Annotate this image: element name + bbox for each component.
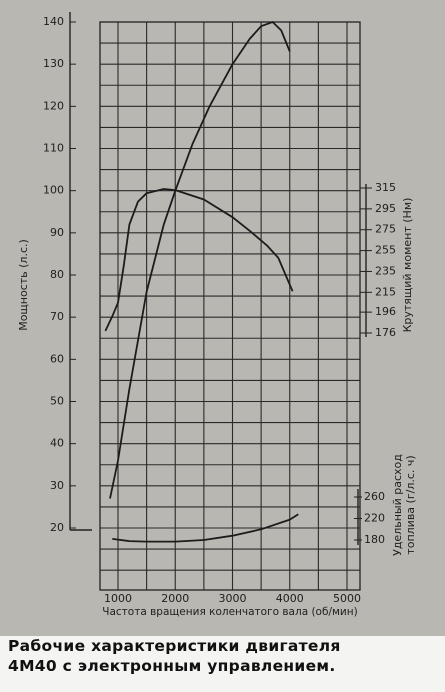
y2-tick-label: 275 [375, 223, 396, 236]
y-tick-label: 140 [43, 15, 64, 28]
y3-tick-label: 220 [364, 512, 385, 525]
y3-axis-label: Удельный расход [391, 454, 404, 556]
y-tick-label: 40 [50, 437, 64, 450]
chart: Мощность (л.с.) Крутящий момент (Нм) Уде… [0, 0, 445, 636]
y3-tick-label: 180 [364, 533, 385, 546]
y2-axis-label: Крутящий момент (Нм) [401, 198, 414, 333]
y3-tick-label: 260 [364, 490, 385, 503]
y2-tick-label: 215 [375, 285, 396, 298]
y2-tick-label: 176 [375, 326, 396, 339]
x-tick-label: 5000 [333, 592, 361, 605]
y-tick-label: 90 [50, 226, 64, 239]
series-line [104, 188, 294, 332]
y2-tick-label: 255 [375, 244, 396, 257]
y-tick-label: 80 [50, 268, 64, 281]
y-tick-label: 120 [43, 99, 64, 112]
y2-tick-label: 235 [375, 264, 396, 277]
caption: Рабочие характеристики двигателя 4М40 с … [0, 636, 445, 692]
y3-axis-label: топлива (г/л.с. ч) [404, 455, 417, 554]
series-line [112, 513, 299, 543]
y2-tick-label: 295 [375, 202, 396, 215]
y-tick-label: 100 [43, 184, 64, 197]
y2-tick-label: 315 [375, 181, 396, 194]
y-tick-label: 130 [43, 57, 64, 70]
caption-line: Рабочие характеристики двигателя [8, 637, 341, 655]
y-tick-label: 20 [50, 521, 64, 534]
y-tick-label: 70 [50, 310, 64, 323]
x-tick-label: 1000 [104, 592, 132, 605]
y-tick-label: 60 [50, 352, 64, 365]
series-line [109, 21, 291, 499]
y-tick-label: 110 [43, 142, 64, 155]
y2-tick-label: 196 [375, 305, 396, 318]
y-axis-label: Мощность (л.с.) [17, 239, 30, 331]
y-tick-label: 50 [50, 395, 64, 408]
grid-frame [99, 21, 361, 591]
x-tick-label: 4000 [276, 592, 304, 605]
x-axis-label: Частота вращения коленчатого вала (об/ми… [102, 606, 357, 618]
x-tick-label: 3000 [219, 592, 247, 605]
caption-line: 4М40 с электронным управлением. [8, 657, 336, 675]
x-tick-label: 2000 [161, 592, 189, 605]
y-tick-label: 30 [50, 479, 64, 492]
